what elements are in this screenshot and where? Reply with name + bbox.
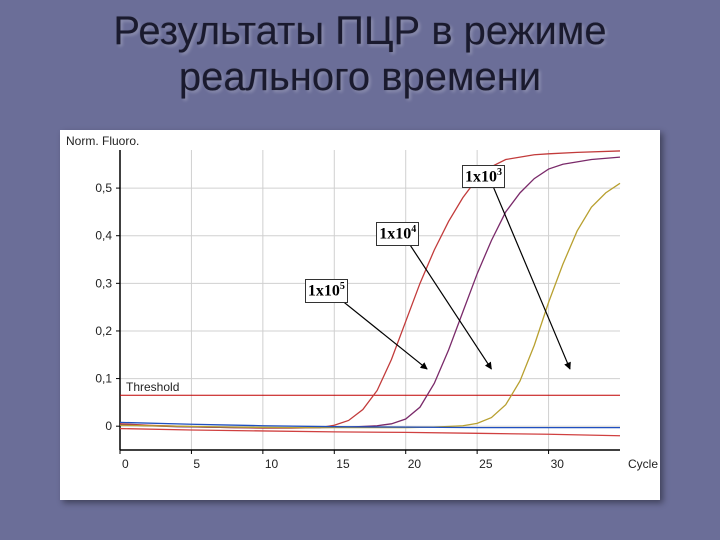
x-tick-label: 15: [336, 457, 350, 471]
series-1x10^5: [120, 151, 620, 428]
threshold-label: Threshold: [126, 380, 179, 394]
title-line-1: Результаты ПЦР в режиме: [113, 9, 606, 53]
annotation-label: 1x105: [305, 279, 348, 302]
x-tick-label: 5: [193, 457, 200, 471]
y-tick-label: 0,2: [95, 324, 112, 338]
annotation-label: 1x103: [462, 165, 505, 188]
x-tick-label: 25: [479, 457, 493, 471]
pcr-chart: Norm. Fluoro. 0 0,1 0,2 0,3 0,4 0,5 0 5 10 15 20 25…: [60, 130, 660, 500]
annotation-label: 1x104: [376, 222, 419, 245]
y-tick-label: 0,5: [95, 181, 112, 195]
y-axis-label: Norm. Fluoro.: [66, 134, 139, 148]
y-tick-label: 0: [105, 419, 112, 433]
series-1x10^4: [120, 157, 620, 427]
slide-title: Результаты ПЦР в режиме реального времен…: [0, 0, 720, 100]
x-tick-label: 0: [122, 457, 129, 471]
y-tick-label: 0,3: [95, 276, 112, 290]
x-tick-label: 30: [551, 457, 565, 471]
chart-svg: 0 0,1 0,2 0,3 0,4 0,5 0 5 10 15 20 25 30 Cycle Thresho…: [60, 130, 660, 500]
y-tick-label: 0,4: [95, 229, 112, 243]
x-tick-label: 10: [265, 457, 279, 471]
y-tick-label: 0,1: [95, 372, 112, 386]
series-1x10^3: [120, 183, 620, 427]
title-line-2: реального времени: [179, 55, 541, 99]
x-tick-label: 20: [408, 457, 422, 471]
series-baseline-red: [120, 429, 620, 436]
x-axis-label: Cycle: [628, 457, 658, 471]
